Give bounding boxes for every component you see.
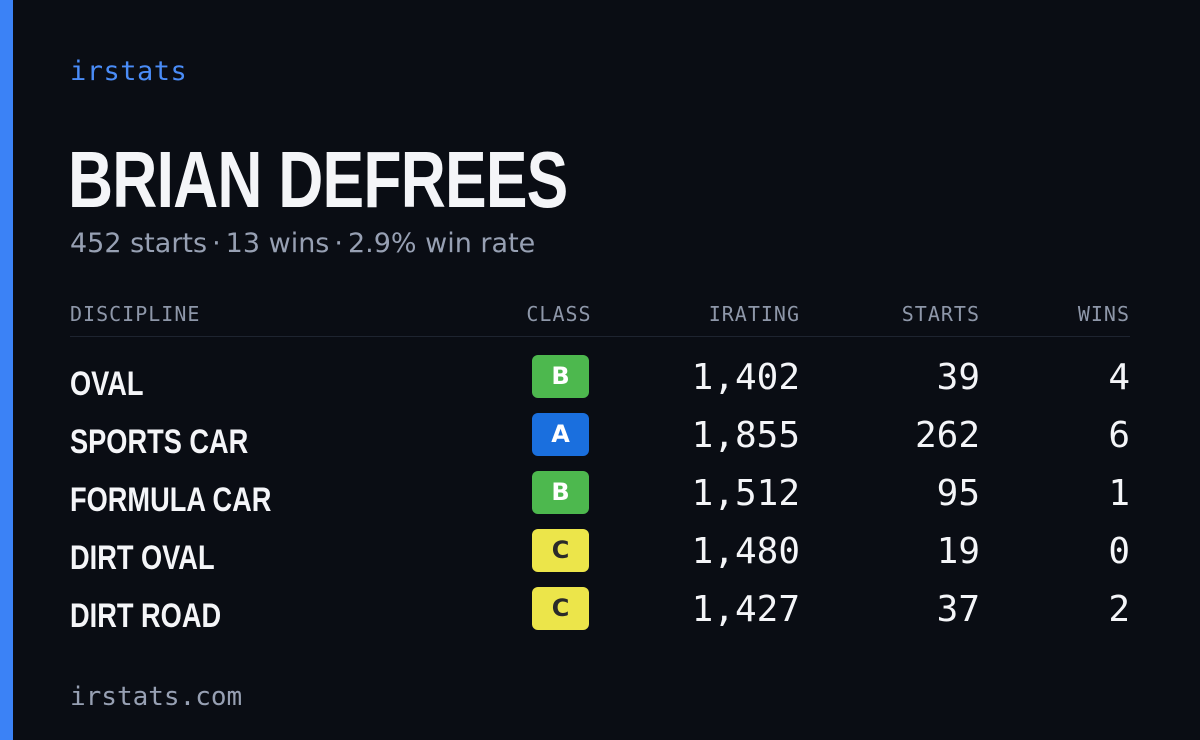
starts-cell: 262 <box>914 415 980 456</box>
footer-url: irstats.com <box>70 682 243 712</box>
starts-cell: 37 <box>936 589 980 630</box>
header-irating: IRATING <box>708 302 800 326</box>
wins-cell: 4 <box>1108 357 1130 398</box>
discipline-cell: DIRT OVAL <box>70 539 215 577</box>
table-row: OVAL B 1,402 39 4 <box>70 355 1130 413</box>
table-row: FORMULA CAR B 1,512 95 1 <box>70 471 1130 529</box>
header-discipline: DISCIPLINE <box>70 302 201 326</box>
table-row: SPORTS CAR A 1,855 262 6 <box>70 413 1130 471</box>
player-name: BRIAN DEFREES <box>68 135 568 224</box>
brand-logo-text: irstats <box>70 56 188 87</box>
header-class: CLASS <box>526 302 592 326</box>
wins-cell: 2 <box>1108 589 1130 630</box>
class-badge: C <box>532 529 589 572</box>
table-row: DIRT ROAD C 1,427 37 2 <box>70 587 1130 645</box>
wins-summary: 13 wins <box>225 228 330 259</box>
header-wins: WINS <box>1077 302 1130 326</box>
header-starts: STARTS <box>901 302 980 326</box>
separator: · <box>334 228 343 259</box>
class-badge: C <box>532 587 589 630</box>
wins-cell: 6 <box>1108 415 1130 456</box>
separator: · <box>212 228 221 259</box>
irating-cell: 1,427 <box>691 589 800 630</box>
table-header: DISCIPLINE CLASS IRATING STARTS WINS <box>70 296 1130 337</box>
discipline-cell: SPORTS CAR <box>70 423 249 461</box>
table-row: DIRT OVAL C 1,480 19 0 <box>70 529 1130 587</box>
starts-cell: 95 <box>936 473 980 514</box>
starts-summary: 452 starts <box>70 228 208 259</box>
starts-cell: 19 <box>936 531 980 572</box>
irating-cell: 1,402 <box>691 357 800 398</box>
win-rate-summary: 2.9% win rate <box>347 228 536 259</box>
irating-cell: 1,512 <box>691 473 800 514</box>
class-badge: B <box>532 355 589 398</box>
discipline-cell: DIRT ROAD <box>70 597 222 635</box>
stats-table: DISCIPLINE CLASS IRATING STARTS WINS OVA… <box>70 296 1130 645</box>
wins-cell: 1 <box>1108 473 1130 514</box>
class-badge: B <box>532 471 589 514</box>
accent-bar <box>0 0 13 740</box>
player-summary: 452 starts · 13 wins · 2.9% win rate <box>70 228 535 259</box>
class-badge: A <box>532 413 589 456</box>
irating-cell: 1,480 <box>691 531 800 572</box>
discipline-cell: FORMULA CAR <box>70 481 272 519</box>
table-body: OVAL B 1,402 39 4 SPORTS CAR A 1,855 262… <box>70 337 1130 645</box>
discipline-cell: OVAL <box>70 365 144 403</box>
starts-cell: 39 <box>936 357 980 398</box>
wins-cell: 0 <box>1108 531 1130 572</box>
irating-cell: 1,855 <box>691 415 800 456</box>
